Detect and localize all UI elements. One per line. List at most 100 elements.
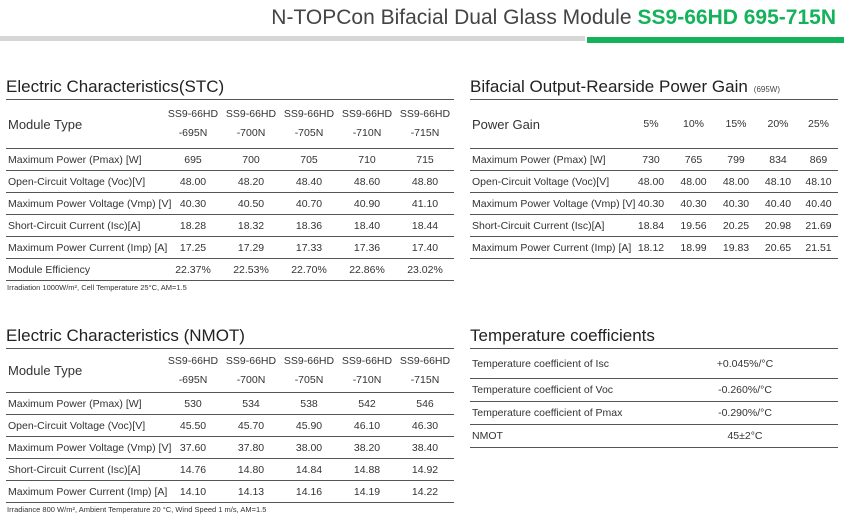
- cell-value: 23.02%: [396, 258, 454, 281]
- column-header: 20%: [757, 99, 799, 149]
- model-line2: -695N: [178, 373, 208, 386]
- model-line1: SS9-66HD: [225, 108, 277, 120]
- cell-value: 22.53%: [222, 258, 280, 281]
- cell-value: 48.00: [715, 170, 757, 193]
- cell-value: 17.36: [338, 236, 396, 259]
- cell-value: 40.30: [630, 192, 672, 215]
- stc-note: Irradiation 1000W/m², Cell Temperature 2…: [7, 283, 187, 292]
- row-label: Module Efficiency: [6, 258, 164, 281]
- table-row: Maximum Power (Pmax) [W] 530 534 538 542 546: [6, 392, 454, 415]
- cell-value: 22.37%: [164, 258, 222, 281]
- cell-value: 48.40: [280, 170, 338, 193]
- cell-value: 21.69: [799, 214, 838, 237]
- column-header: SS9-66HD -700N: [222, 348, 280, 393]
- row-label: Maximum Power Current (Imp) [A]: [6, 480, 167, 503]
- model-line2: -705N: [294, 373, 324, 386]
- cell-value: 45.70: [222, 414, 280, 437]
- cell-value: 20.25: [715, 214, 757, 237]
- model-line1: SS9-66HD: [399, 354, 451, 367]
- temperature-table: Temperature coefficient of Isc +0.045%/°C…: [470, 348, 838, 448]
- cell-value: 14.13: [222, 480, 280, 503]
- header-label: Power Gain: [470, 99, 630, 149]
- stc-table: Module Type SS9-66HD -695N SS9-66HD -700N SS9…: [6, 99, 454, 281]
- cell-value: 710: [338, 148, 396, 171]
- cell-value: 14.19: [338, 480, 396, 503]
- cell-value: 48.80: [396, 170, 454, 193]
- nmot-note: Irradiance 800 W/m², Ambient Temperature…: [7, 505, 267, 514]
- cell-value: 22.70%: [280, 258, 338, 281]
- cell-value: 18.12: [630, 236, 672, 259]
- cell-value: 46.10: [338, 414, 396, 437]
- header-divider-grey: [0, 36, 585, 41]
- cell-value: 765: [672, 148, 715, 171]
- row-label: Short-Circuit Current (Isc)[A]: [6, 458, 164, 481]
- model-line2: -695N: [178, 127, 208, 139]
- cell-value: 17.40: [396, 236, 454, 259]
- cell-value: 48.00: [164, 170, 222, 193]
- table-row: Open-Circuit Voltage (Voc)[V] 48.00 48.20 4…: [6, 170, 454, 193]
- cell-value: 700: [222, 148, 280, 171]
- cell-value: 17.25: [164, 236, 222, 259]
- table-row: Maximum Power Current (Imp) [A] 18.12 18.9…: [470, 236, 838, 259]
- table-row: Maximum Power Voltage (Vmp) [V] 37.60 37.8…: [6, 436, 454, 459]
- row-label: Temperature coefficient of Pmax: [470, 401, 680, 425]
- row-label: Maximum Power Current (Imp) [A]: [6, 236, 167, 259]
- cell-value: 45.50: [164, 414, 222, 437]
- cell-value: 40.70: [280, 192, 338, 215]
- stc-title: Electric Characteristics(STC): [6, 77, 225, 96]
- cell-value: 18.36: [280, 214, 338, 237]
- model-line1: SS9-66HD: [167, 108, 219, 120]
- spacer: [810, 348, 838, 379]
- cell-value: 48.20: [222, 170, 280, 193]
- cell-value: 38.40: [396, 436, 454, 459]
- spacer: [810, 424, 838, 448]
- cell-value: 18.28: [164, 214, 222, 237]
- table-row: Maximum Power Current (Imp) [A] 14.10 14.1…: [6, 480, 454, 503]
- row-label: Maximum Power Current (Imp) [A]: [470, 236, 631, 259]
- row-label: NMOT: [470, 424, 680, 448]
- cell-value: 542: [338, 392, 396, 415]
- cell-value: 14.88: [338, 458, 396, 481]
- cell-value: 46.30: [396, 414, 454, 437]
- cell-value: 705: [280, 148, 338, 171]
- cell-value: 530: [164, 392, 222, 415]
- cell-value: 534: [222, 392, 280, 415]
- table-row: Temperature coefficient of Pmax -0.290%/°…: [470, 401, 838, 425]
- model-line1: SS9-66HD: [399, 108, 451, 120]
- cell-value: -0.260%/°C: [680, 378, 810, 402]
- cell-value: 18.32: [222, 214, 280, 237]
- cell-value: 20.65: [757, 236, 799, 259]
- cell-value: 18.99: [672, 236, 715, 259]
- cell-value: 19.56: [672, 214, 715, 237]
- column-header: 25%: [799, 99, 838, 149]
- cell-value: 48.00: [630, 170, 672, 193]
- table-row: Open-Circuit Voltage (Voc)[V] 45.50 45.70 4…: [6, 414, 454, 437]
- cell-value: 40.40: [757, 192, 799, 215]
- spacer: [810, 378, 838, 402]
- product-subtitle: N-TOPCon Bifacial Dual Glass Module: [271, 6, 632, 29]
- row-label: Open-Circuit Voltage (Voc)[V]: [6, 170, 164, 193]
- cell-value: 45±2°C: [680, 424, 810, 448]
- cell-value: 546: [396, 392, 454, 415]
- spacer: [810, 401, 838, 425]
- table-row: Short-Circuit Current (Isc)[A] 18.84 19.56…: [470, 214, 838, 237]
- model-line1: SS9-66HD: [225, 354, 277, 367]
- column-header: SS9-66HD -715N: [396, 99, 454, 149]
- table-row: Maximum Power Current (Imp) [A] 17.25 17.2…: [6, 236, 454, 259]
- table-row: Short-Circuit Current (Isc)[A] 18.28 18.32…: [6, 214, 454, 237]
- cell-value: 40.40: [799, 192, 838, 215]
- cell-value: 14.84: [280, 458, 338, 481]
- cell-value: 869: [799, 148, 838, 171]
- cell-value: 40.30: [672, 192, 715, 215]
- cell-value: 40.50: [222, 192, 280, 215]
- cell-value: 40.30: [715, 192, 757, 215]
- cell-value: 14.16: [280, 480, 338, 503]
- table-row: Temperature coefficient of Isc +0.045%/°C: [470, 348, 838, 379]
- row-label: Maximum Power (Pmax) [W]: [6, 148, 164, 171]
- table-row: Short-Circuit Current (Isc)[A] 14.76 14.80…: [6, 458, 454, 481]
- product-model: SS9-66HD 695-715N: [637, 6, 836, 29]
- cell-value: 20.98: [757, 214, 799, 237]
- cell-value: 538: [280, 392, 338, 415]
- column-header: SS9-66HD -710N: [338, 99, 396, 149]
- row-label: Maximum Power Voltage (Vmp) [V]: [470, 192, 635, 215]
